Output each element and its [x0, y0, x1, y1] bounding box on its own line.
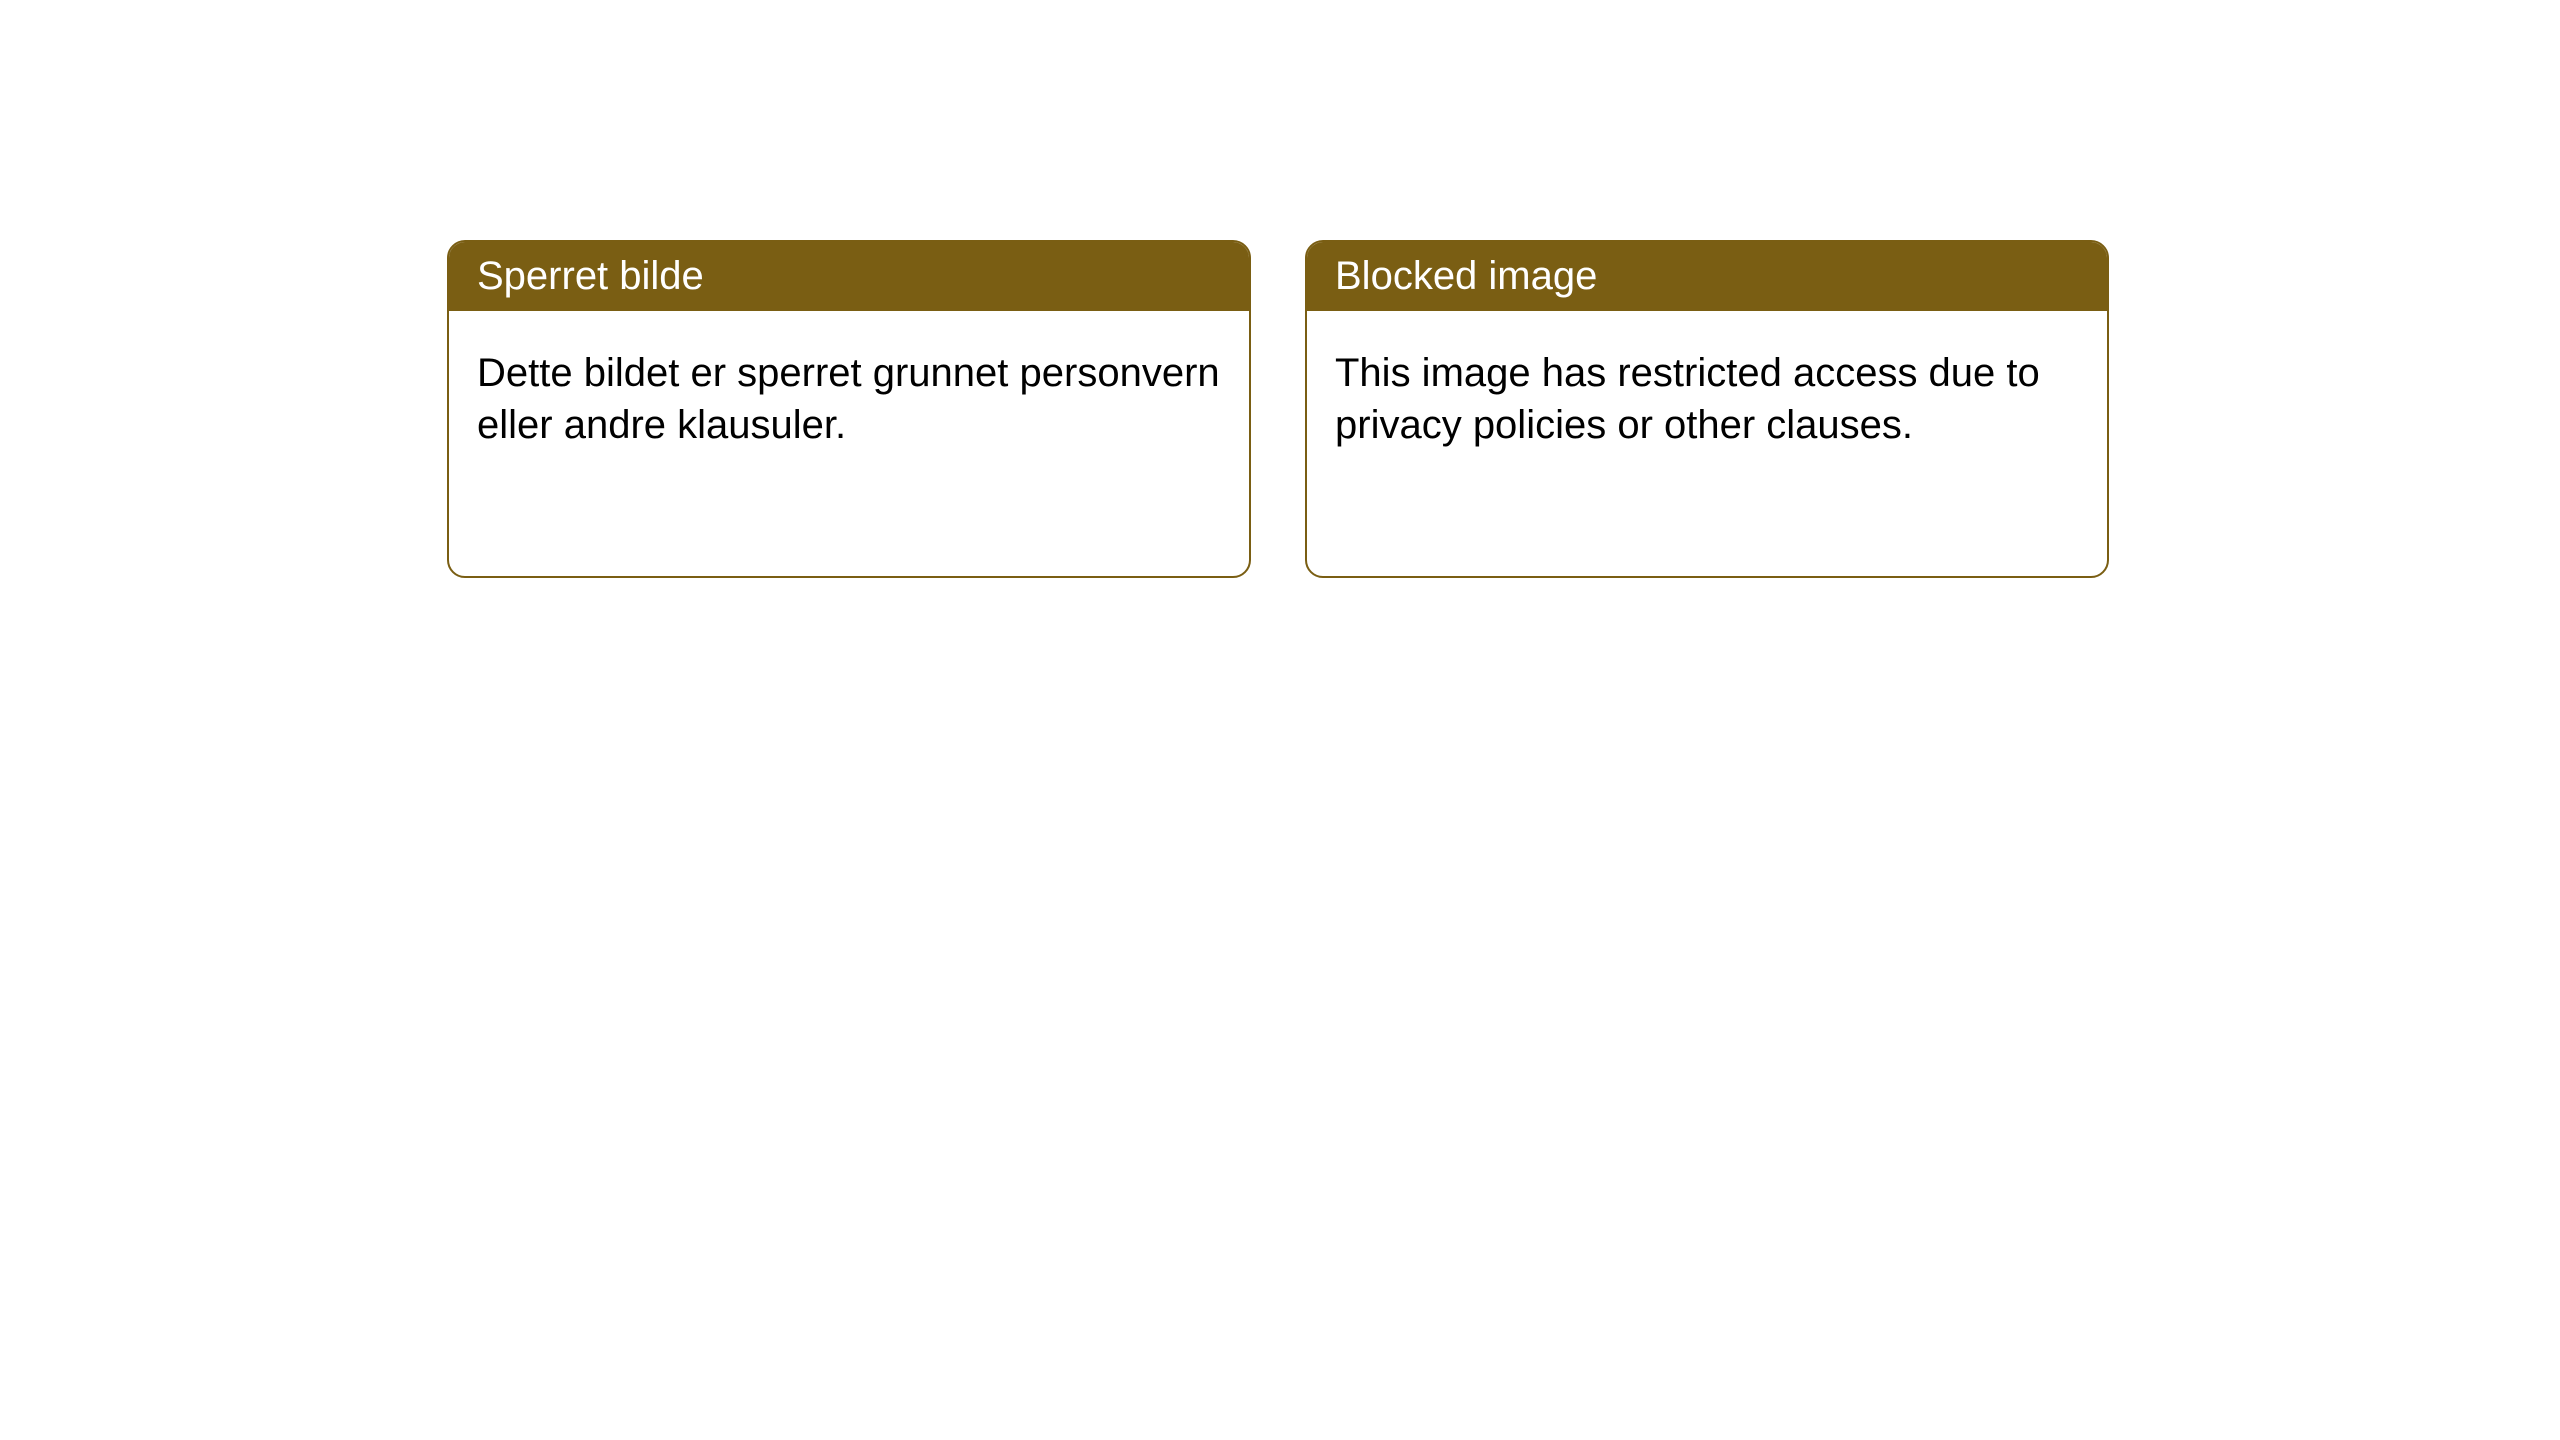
notice-box-norwegian: Sperret bilde Dette bildet er sperret gr…	[447, 240, 1251, 578]
notice-header: Sperret bilde	[449, 242, 1249, 311]
notice-container: Sperret bilde Dette bildet er sperret gr…	[0, 0, 2560, 578]
notice-body: Dette bildet er sperret grunnet personve…	[449, 311, 1249, 487]
notice-header: Blocked image	[1307, 242, 2107, 311]
notice-box-english: Blocked image This image has restricted …	[1305, 240, 2109, 578]
notice-body: This image has restricted access due to …	[1307, 311, 2107, 487]
